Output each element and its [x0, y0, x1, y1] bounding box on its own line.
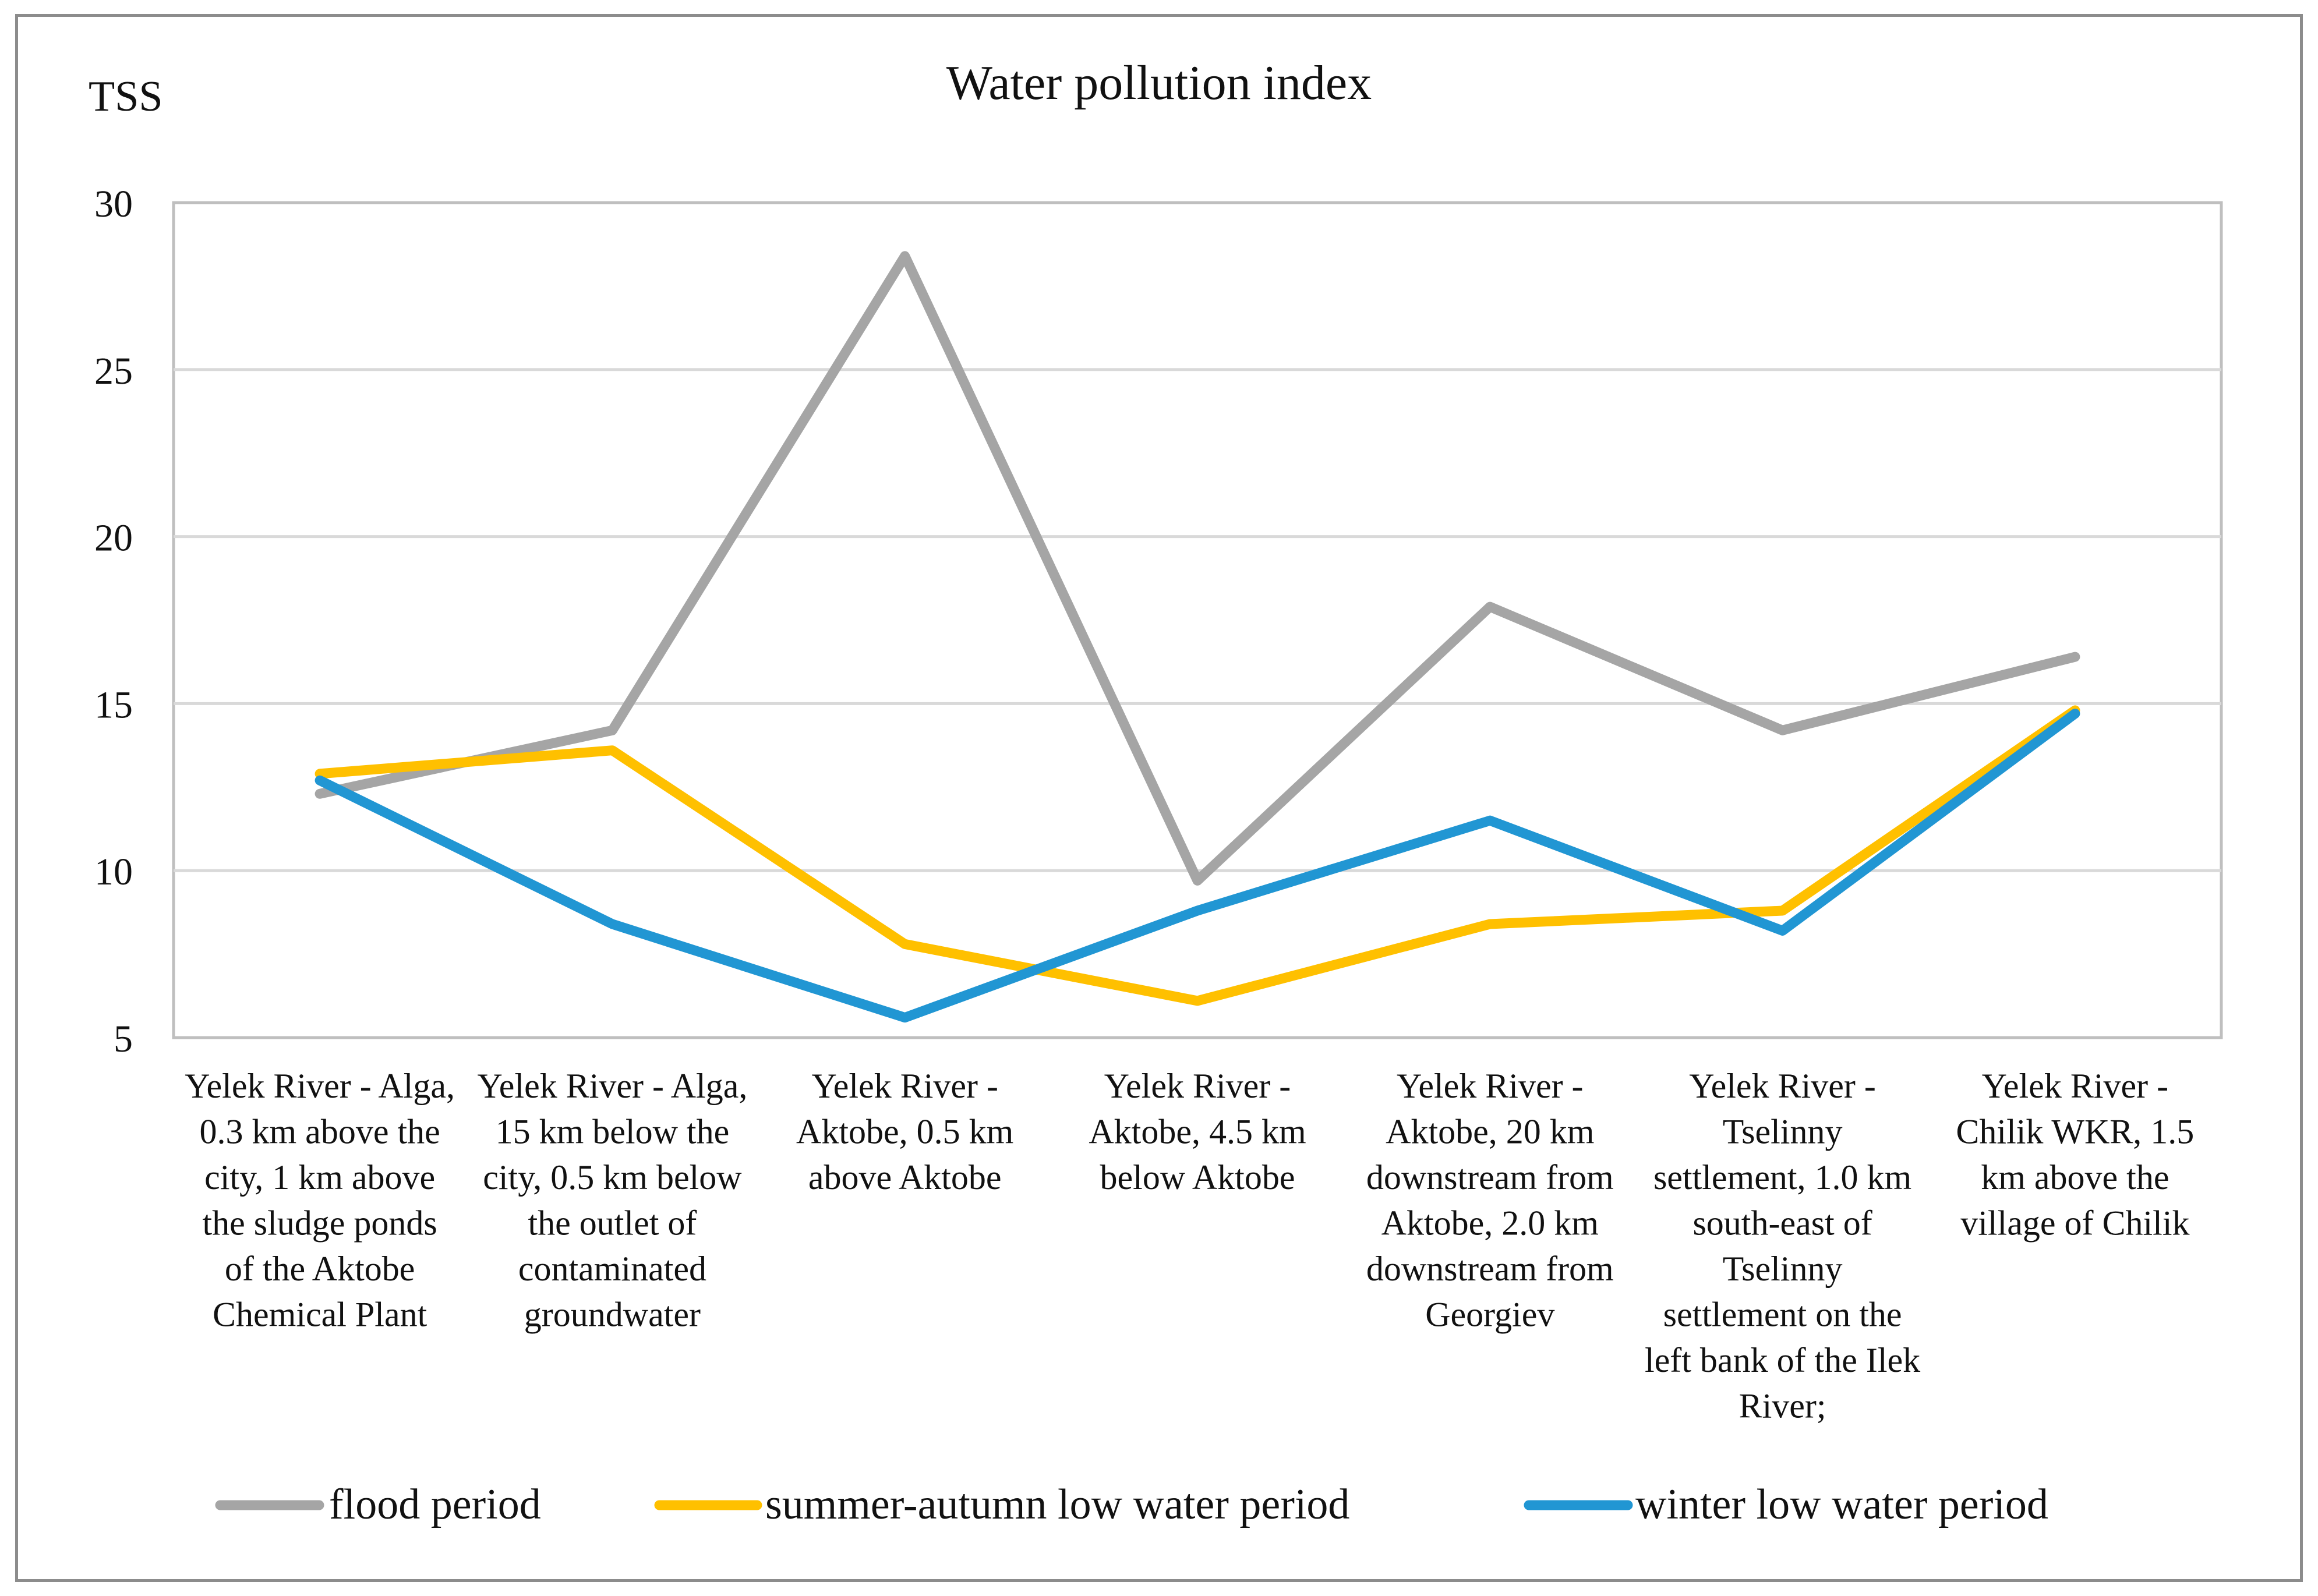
- data-point: [903, 254, 907, 258]
- legend: flood period summer-autumn low water peri…: [215, 1481, 2048, 1528]
- y-axis-label: TSS: [89, 73, 163, 121]
- data-point: [2073, 712, 2077, 716]
- x-axis-ticks: Yelek River - Alga, 0.3 km above the city,…: [185, 1067, 2194, 1425]
- data-point: [903, 1015, 907, 1020]
- series-line: [315, 705, 2080, 1006]
- data-point: [610, 728, 614, 732]
- data-point: [1196, 999, 1199, 1003]
- y-axis-ticks: 5 10 15 20 25 30: [94, 183, 133, 1060]
- data-point: [318, 792, 322, 796]
- legend-label: winter low water period: [1635, 1481, 2048, 1528]
- x-tick-label: Yelek River -Tselinny settlement, 1.0 km s…: [1645, 1067, 1920, 1425]
- data-point: [1488, 922, 1492, 926]
- series-line: [315, 709, 2080, 1023]
- data-point: [1780, 929, 1785, 933]
- y-tick-label: 5: [114, 1018, 133, 1060]
- y-tick-label: 15: [94, 684, 133, 726]
- x-tick-label: Yelek River -Chilik WKR, 1.5 km above the…: [1956, 1067, 2194, 1243]
- x-tick-label: Yelek River - Alga, 15 km below the city, …: [477, 1067, 747, 1334]
- x-tick-label: Yelek River -Aktobe, 20 km downstream fro…: [1366, 1067, 1614, 1334]
- data-point: [1780, 728, 1785, 732]
- gridlines: [174, 368, 2221, 872]
- x-tick-label: Yelek River - Alga, 0.3 km above the city,…: [185, 1067, 455, 1334]
- y-tick-label: 20: [94, 517, 133, 560]
- x-tick-label: Yelek River -Aktobe, 0.5 km above Aktobe: [796, 1067, 1013, 1197]
- x-tick-label: Yelek River -Aktobe, 4.5 km below Aktobe: [1089, 1067, 1306, 1197]
- data-point: [1488, 605, 1492, 609]
- legend-label: summer-autumn low water period: [765, 1481, 1349, 1528]
- series-line: [315, 251, 2080, 886]
- y-tick-label: 25: [94, 350, 133, 392]
- data-point: [610, 922, 614, 926]
- series-lines: [315, 251, 2080, 1023]
- data-point: [1780, 909, 1785, 913]
- data-point: [610, 748, 614, 752]
- data-point: [1196, 879, 1199, 883]
- data-point: [1196, 909, 1199, 913]
- data-point: [318, 772, 322, 776]
- plot-area: [172, 201, 2223, 1039]
- y-tick-label: 10: [94, 851, 133, 893]
- data-point: [318, 778, 322, 783]
- legend-label: flood period: [329, 1481, 541, 1528]
- y-tick-label: 30: [94, 183, 133, 225]
- chart-title: Water pollution index: [946, 56, 1372, 110]
- chart-frame: [15, 14, 2303, 1582]
- data-point: [2073, 655, 2077, 659]
- data-point: [1488, 819, 1492, 823]
- data-point: [903, 942, 907, 946]
